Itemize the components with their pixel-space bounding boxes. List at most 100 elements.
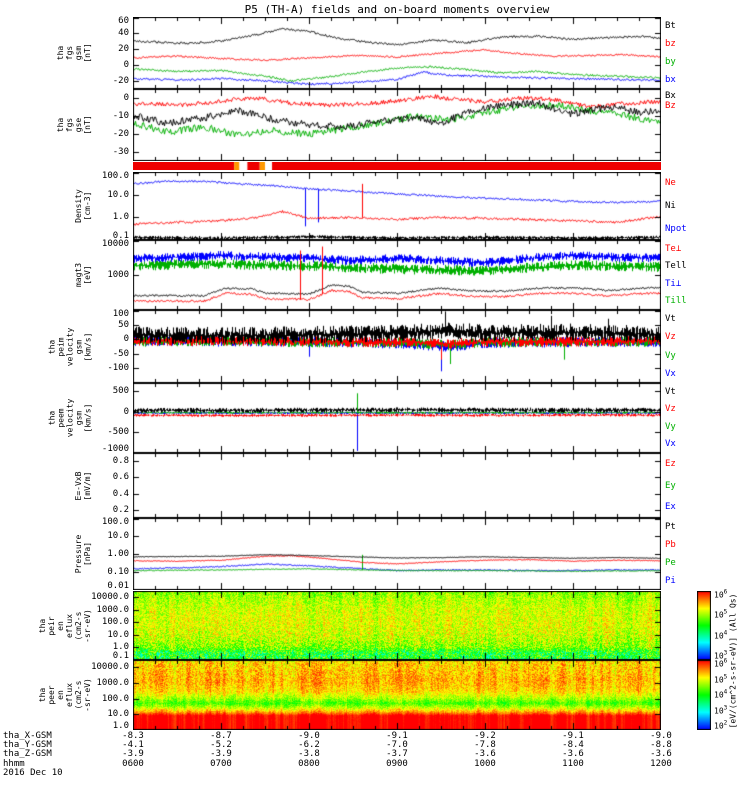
axis-value-1-4: -7.8 bbox=[474, 740, 496, 750]
panel-p4-plot bbox=[133, 240, 661, 310]
panel-p3-plot bbox=[133, 172, 661, 240]
panel-p1-plot bbox=[133, 17, 661, 89]
axis-value-0-4: -9.2 bbox=[474, 731, 496, 741]
series-label-bx: bx bbox=[665, 75, 676, 85]
series-label-Ey: Ey bbox=[665, 480, 676, 491]
ytick-p1-0: 60 bbox=[118, 16, 129, 26]
panel-p8-plot bbox=[133, 518, 661, 590]
axis-value-3-0: 0600 bbox=[122, 759, 144, 769]
panel-p9-spectrogram bbox=[133, 591, 661, 660]
ytick-p8-0: 100.0 bbox=[101, 517, 129, 527]
colorbar-tick-p10-6: 106 bbox=[714, 657, 728, 669]
ytick-p6-3: -1000 bbox=[101, 444, 129, 454]
colorbar-tick-p10-3: 103 bbox=[714, 704, 728, 715]
colorbar-tick-p9-3: 103 bbox=[714, 649, 728, 661]
axis-row-label-0: tha_X-GSM bbox=[3, 731, 52, 741]
ytick-p5-2: 0 bbox=[123, 334, 129, 345]
axis-value-2-5: -3.6 bbox=[562, 749, 584, 759]
colorbar-tick-p10-4: 104 bbox=[714, 688, 728, 700]
series-label-Bx: Bx bbox=[665, 91, 676, 101]
ytick-p8-1: 10.0 bbox=[107, 531, 129, 541]
axis-value-0-6: -9.0 bbox=[650, 731, 672, 741]
colorbar-unit-label: [eV/(cm^2-s-sr-eV)] (All Qs) bbox=[728, 593, 738, 728]
axis-row-label-3: hhmm bbox=[3, 759, 25, 769]
ytick-p10-4: 1.0 bbox=[112, 721, 129, 731]
colorbar-tick-p10-5: 105 bbox=[714, 673, 728, 684]
ytick-p3-0: 100.0 bbox=[101, 171, 129, 181]
series-label-Bz: Bz bbox=[665, 101, 676, 111]
series-label-Vt: Vt bbox=[665, 314, 676, 325]
series-label-Vz: Vz bbox=[665, 332, 676, 343]
ylabel-p5: tha peim velocity gsm [km/s] bbox=[47, 327, 92, 366]
series-label-Teperp: Te⊥ bbox=[665, 243, 682, 254]
series-label-Vz: Vz bbox=[665, 404, 676, 415]
date-label: 2016 Dec 10 bbox=[3, 768, 63, 778]
plot-title: P5 (TH-A) fields and on-board moments ov… bbox=[244, 3, 550, 16]
series-label-Vx: Vx bbox=[665, 439, 676, 450]
series-label-Ni: Ni bbox=[665, 201, 676, 211]
ytick-p10-1: 1000.0 bbox=[96, 678, 129, 689]
axis-value-2-4: -3.6 bbox=[474, 749, 496, 759]
ytick-p5-4: -100 bbox=[107, 363, 129, 374]
series-label-Pb: Pb bbox=[665, 540, 676, 550]
series-label-Ex: Ex bbox=[665, 502, 676, 513]
series-label-Npot: Npot bbox=[665, 223, 687, 234]
ytick-p9-2: 100.0 bbox=[101, 617, 129, 628]
ytick-p5-1: 50 bbox=[118, 319, 129, 330]
panel-p6-plot bbox=[133, 383, 661, 453]
panel-p5-plot bbox=[133, 310, 661, 383]
ytick-p4-0: 10000 bbox=[101, 239, 129, 249]
series-label-Ez: Ez bbox=[665, 458, 676, 469]
ytick-p2-0: 0 bbox=[123, 93, 129, 103]
colorbar-tick-p9-5: 105 bbox=[714, 609, 728, 620]
ytick-p7-1: 0.6 bbox=[112, 472, 129, 483]
ytick-p1-4: -20 bbox=[112, 76, 129, 86]
series-label-Till: Till bbox=[665, 296, 687, 307]
axis-value-2-3: -3.7 bbox=[386, 749, 408, 759]
axis-value-3-5: 1100 bbox=[562, 759, 584, 769]
ytick-p1-1: 40 bbox=[118, 28, 129, 38]
axis-value-3-4: 1000 bbox=[474, 759, 496, 769]
axis-value-0-1: -8.7 bbox=[210, 731, 232, 741]
series-label-Vy: Vy bbox=[665, 421, 676, 432]
colorbar-tick-p10-2: 102 bbox=[714, 719, 728, 731]
axis-value-2-0: -3.9 bbox=[122, 749, 144, 759]
quality-flag-bar bbox=[133, 162, 661, 170]
colorbar-p10 bbox=[697, 660, 711, 730]
axis-value-1-2: -6.2 bbox=[298, 740, 320, 750]
ytick-p8-3: 0.10 bbox=[107, 567, 129, 577]
ytick-p9-3: 10.0 bbox=[107, 629, 129, 640]
ytick-p1-3: 0 bbox=[123, 60, 129, 70]
colorbar-tick-p9-6: 106 bbox=[714, 588, 728, 600]
series-label-Ne: Ne bbox=[665, 178, 676, 189]
axis-value-1-6: -8.8 bbox=[650, 740, 672, 750]
panel-p10-spectrogram bbox=[133, 660, 661, 730]
ytick-p3-2: 1.0 bbox=[112, 212, 129, 223]
series-label-Bt: Bt bbox=[665, 21, 676, 31]
axis-value-3-2: 0800 bbox=[298, 759, 320, 769]
axis-value-0-0: -8.3 bbox=[122, 731, 144, 741]
ytick-p10-3: 10.0 bbox=[107, 709, 129, 720]
ytick-p5-0: 100 bbox=[112, 309, 129, 319]
axis-row-label-2: tha_Z-GSM bbox=[3, 749, 52, 759]
ytick-p7-3: 0.2 bbox=[112, 504, 129, 515]
ytick-p8-4: 0.01 bbox=[107, 581, 129, 591]
ytick-p1-2: 20 bbox=[118, 44, 129, 54]
ytick-p9-5: 0.1 bbox=[112, 651, 129, 661]
panel-p7-plot bbox=[133, 453, 661, 518]
ytick-p6-2: -500 bbox=[107, 427, 129, 438]
series-label-Vx: Vx bbox=[665, 368, 676, 379]
ytick-p6-1: 0 bbox=[123, 406, 129, 417]
axis-value-3-3: 0900 bbox=[386, 759, 408, 769]
colorbar-tick-p9-4: 104 bbox=[714, 629, 728, 640]
ytick-p7-0: 0.8 bbox=[112, 456, 129, 467]
ytick-p2-2: -20 bbox=[112, 129, 129, 139]
axis-value-2-1: -3.9 bbox=[210, 749, 232, 759]
axis-value-2-6: -3.6 bbox=[650, 749, 672, 759]
series-label-Vt: Vt bbox=[665, 386, 676, 397]
series-label-Tiperp: Ti⊥ bbox=[665, 278, 682, 289]
series-label-Pe: Pe bbox=[665, 558, 676, 568]
ytick-p3-1: 10.0 bbox=[107, 189, 129, 200]
colorbar-p9 bbox=[697, 591, 711, 660]
